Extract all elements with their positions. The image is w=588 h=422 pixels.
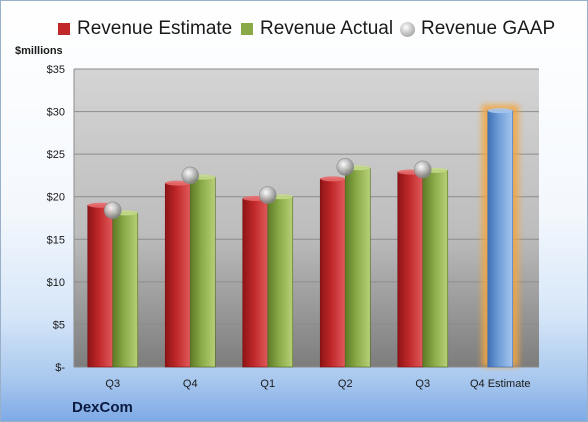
dot-gaap	[413, 160, 432, 179]
legend-swatch-estimate	[58, 23, 70, 35]
legend-label-actual: Revenue Actual	[260, 18, 394, 39]
y-tick-label: $30	[47, 107, 65, 119]
unit-label: $millions	[15, 45, 63, 57]
x-tick-label: Q2	[338, 378, 353, 390]
y-tick-label: $35	[47, 64, 65, 76]
bar-estimate	[87, 204, 114, 368]
bar-actual	[267, 196, 294, 368]
legend-label-estimate: Revenue Estimate	[77, 18, 233, 39]
dot-gaap	[181, 166, 200, 185]
dot-gaap	[336, 158, 355, 176]
bar-estimate	[319, 178, 346, 368]
y-tick-label: $10	[47, 277, 65, 289]
legend-item-estimate: Revenue Estimate	[58, 15, 232, 43]
bar-actual	[422, 170, 449, 368]
legend-label-gaap: Revenue GAAP	[421, 18, 556, 39]
y-tick-label: $25	[47, 149, 65, 161]
bar-top	[487, 108, 513, 114]
legend-item-actual: Revenue Actual	[241, 15, 393, 43]
y-tick-label: $20	[47, 192, 65, 204]
dot-gaap	[103, 201, 122, 220]
bar-top	[320, 176, 346, 182]
bar-actual	[189, 176, 216, 368]
bar-top	[165, 180, 191, 186]
x-tick-label: Q4 Estimate	[470, 378, 531, 390]
bar-actual	[112, 212, 139, 368]
y-tick-label: $-	[55, 362, 65, 374]
legend-swatch-actual	[241, 23, 253, 35]
plot-area	[74, 69, 539, 367]
company-name: DexCom	[72, 399, 133, 416]
bar-estimate	[487, 110, 514, 368]
legend-dot-gaap	[400, 21, 415, 37]
bar-estimate	[397, 171, 424, 368]
bar-estimate	[164, 182, 191, 368]
x-tick-label: Q3	[415, 378, 430, 390]
bar-actual	[344, 167, 371, 368]
x-tick-label: Q3	[105, 378, 120, 390]
x-tick-label: Q4	[183, 378, 198, 390]
y-tick-label: $15	[47, 234, 65, 246]
y-tick-label: $5	[53, 319, 65, 331]
dot-gaap	[258, 186, 277, 204]
bar-estimate	[242, 198, 269, 368]
legend-item-gaap: Revenue GAAP	[400, 15, 555, 43]
x-tick-label: Q1	[260, 378, 275, 390]
legend: Revenue Estimate Revenue Actual Revenue …	[1, 15, 587, 43]
